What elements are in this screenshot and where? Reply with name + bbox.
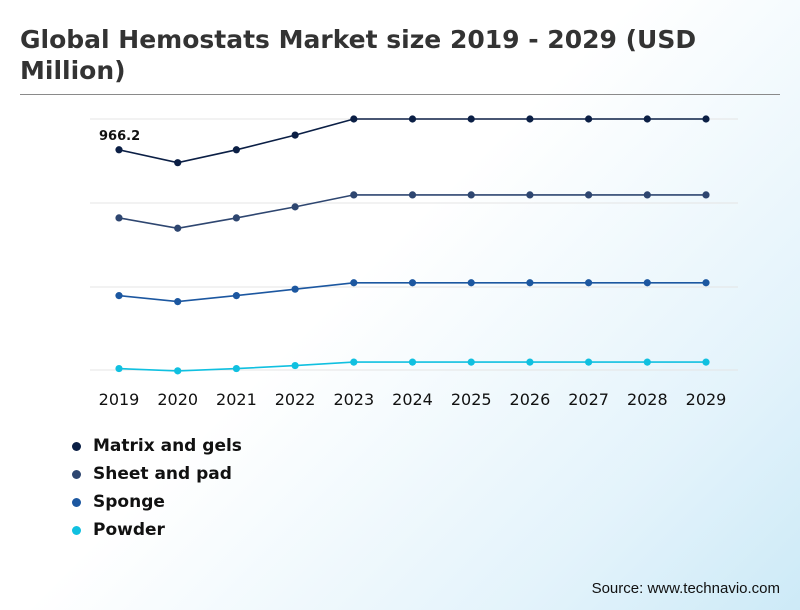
legend-item-0: Matrix and gels: [72, 432, 242, 460]
legend-label-2: Sponge: [93, 492, 165, 512]
source-note: Source: www.technavio.com: [591, 580, 780, 597]
data-point-0-2028: [643, 115, 651, 123]
data-point-1-2027: [585, 191, 593, 199]
legend-marker-3: [72, 525, 81, 535]
data-point-0-2020: [174, 159, 182, 167]
legend-label-3: Powder: [93, 520, 165, 540]
legend-item-3: Powder: [72, 516, 242, 544]
data-point-0-2023: [350, 115, 358, 123]
x-tick-label-2019: 2019: [99, 390, 140, 409]
data-point-3-2025: [467, 358, 475, 366]
data-point-3-2027: [585, 358, 593, 366]
data-point-1-2026: [526, 191, 534, 199]
data-point-1-2022: [291, 203, 299, 211]
data-point-0-2019: [115, 146, 123, 154]
chart-title: Global Hemostats Market size 2019 - 2029…: [20, 25, 697, 85]
data-point-2-2027: [585, 279, 593, 287]
data-point-3-2020: [174, 367, 182, 375]
data-point-3-2019: [115, 364, 123, 373]
legend-label-1: Sheet and pad: [93, 464, 232, 484]
legend-item-2: Sponge: [72, 488, 242, 516]
data-point-1-2025: [467, 191, 475, 199]
data-point-1-2021: [232, 214, 240, 222]
data-point-2-2020: [174, 298, 182, 306]
x-tick-label-2022: 2022: [275, 390, 316, 409]
chart-legend: Matrix and gels Sheet and pad Sponge Powder: [72, 432, 242, 544]
series-line-1: [118, 194, 706, 230]
data-point-2-2023: [350, 279, 358, 287]
legend-item-1: Sheet and pad: [72, 460, 242, 488]
data-point-2-2019: [115, 292, 123, 300]
x-tick-label-2020: 2020: [157, 390, 198, 409]
data-point-0-2021: [232, 146, 240, 154]
data-point-1-2029: [702, 191, 710, 199]
legend-marker-0: [72, 441, 81, 451]
x-tick-label-2025: 2025: [451, 390, 492, 409]
data-point-3-2021: [232, 364, 240, 373]
x-tick-label-2024: 2024: [392, 390, 433, 409]
x-tick-label-2023: 2023: [333, 390, 374, 409]
data-point-3-2026: [526, 358, 534, 366]
data-point-3-2023: [350, 358, 358, 366]
data-point-0-2022: [291, 131, 299, 139]
data-point-3-2022: [291, 361, 299, 370]
legend-marker-1: [72, 469, 81, 479]
series-line-0: [118, 118, 706, 164]
data-point-0-2024: [408, 115, 417, 123]
data-point-3-2029: [702, 358, 710, 366]
data-point-0-2029: [702, 115, 710, 123]
data-point-1-2020: [174, 224, 182, 232]
data-point-2-2021: [232, 292, 240, 300]
data-point-1-2019: [115, 214, 123, 222]
data-point-1-2023: [350, 191, 358, 199]
data-point-1-2028: [643, 191, 651, 199]
data-point-2-2025: [467, 279, 475, 287]
x-tick-label-2026: 2026: [510, 390, 551, 409]
data-point-2-2024: [408, 279, 417, 287]
x-tick-label-2029: 2029: [686, 390, 727, 409]
data-point-3-2024: [408, 358, 417, 366]
data-point-0-2025: [467, 115, 475, 123]
data-point-1-2024: [408, 191, 417, 199]
data-point-2-2026: [526, 279, 534, 287]
x-tick-label-2021: 2021: [216, 390, 257, 409]
x-tick-label-2028: 2028: [627, 390, 668, 409]
data-point-0-2027: [585, 115, 593, 123]
legend-marker-2: [72, 497, 81, 507]
legend-label-0: Matrix and gels: [93, 436, 242, 456]
data-point-2-2029: [702, 279, 710, 287]
title-divider: [20, 94, 780, 95]
data-label-0-2019: 966.2: [99, 129, 140, 144]
data-point-2-2028: [643, 279, 651, 287]
data-point-2-2022: [291, 285, 299, 293]
data-point-0-2026: [526, 115, 534, 123]
data-point-3-2028: [643, 358, 651, 366]
x-tick-label-2027: 2027: [568, 390, 609, 409]
